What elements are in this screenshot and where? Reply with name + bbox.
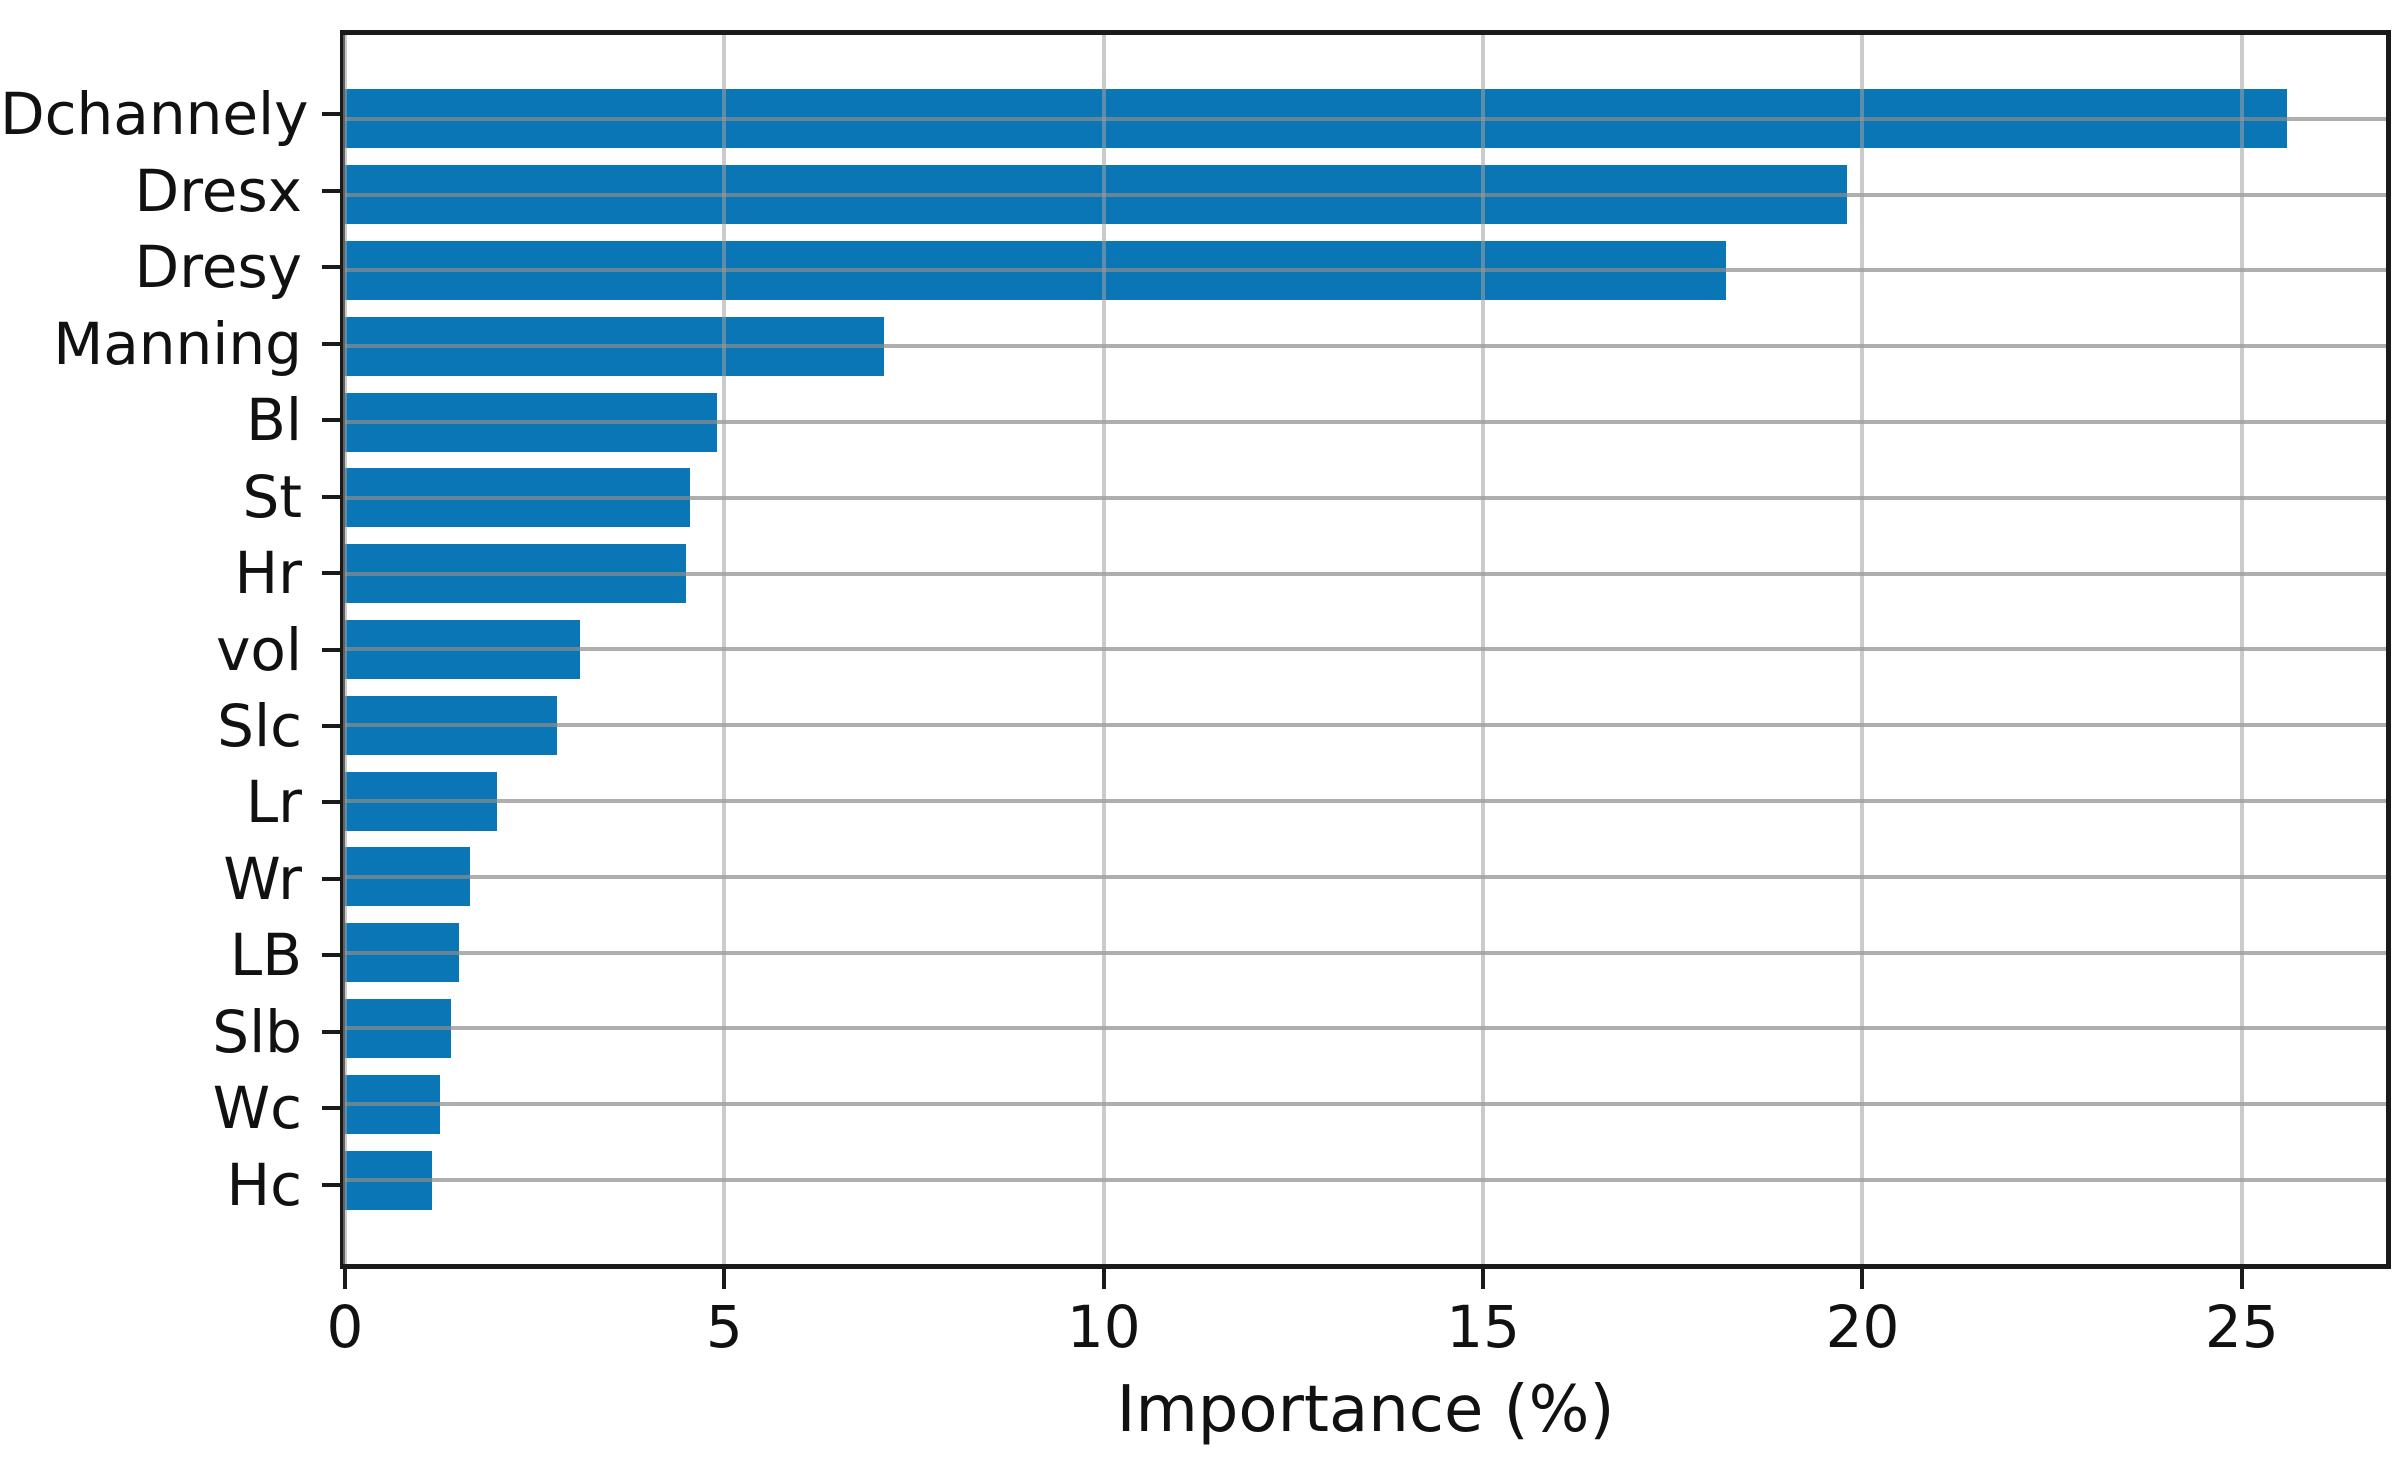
x-tick-mark — [722, 1269, 727, 1289]
y-tick-label-Slb: Slb — [212, 997, 302, 1066]
y-tick-mark — [322, 188, 340, 193]
y-tick-mark — [322, 953, 340, 958]
x-tick-mark — [1481, 1269, 1486, 1289]
horizontal-gridline — [345, 647, 2386, 652]
x-tick-label-5: 5 — [705, 1293, 743, 1361]
horizontal-gridline — [345, 116, 2386, 121]
y-tick-label-Wc: Wc — [212, 1074, 302, 1143]
x-tick-label-20: 20 — [1825, 1293, 1900, 1361]
horizontal-gridline — [345, 495, 2386, 500]
bar-row-Wr — [345, 839, 2386, 915]
vertical-gridline — [1101, 35, 1106, 1264]
y-tick-label-Hc: Hc — [226, 1150, 302, 1219]
y-tick-label-Dchannely: Dchannely — [0, 80, 309, 149]
vertical-gridline — [343, 35, 347, 1264]
bar-row-Dresy — [345, 233, 2386, 309]
bar-row-Hr — [345, 536, 2386, 612]
y-tick-label-vol: vol — [216, 615, 302, 684]
horizontal-gridline — [345, 1102, 2386, 1107]
x-tick-label-25: 25 — [2204, 1293, 2279, 1361]
y-tick-label-Dresy: Dresy — [134, 233, 302, 302]
y-tick-mark — [322, 723, 340, 728]
y-tick-label-LB: LB — [229, 921, 302, 990]
x-tick-mark — [343, 1269, 347, 1289]
y-tick-mark — [322, 112, 340, 117]
bar-row-Slc — [345, 687, 2386, 763]
y-tick-mark — [322, 571, 340, 576]
vertical-gridline — [1481, 35, 1486, 1264]
horizontal-gridline — [345, 723, 2386, 728]
x-axis-label: Importance (%) — [1116, 1373, 1615, 1447]
bar-row-LB — [345, 915, 2386, 991]
vertical-gridline — [1860, 35, 1865, 1264]
y-tick-mark — [322, 876, 340, 881]
horizontal-gridline — [345, 268, 2386, 273]
y-tick-mark — [322, 647, 340, 652]
y-tick-label-Hr: Hr — [234, 539, 302, 608]
y-tick-mark — [322, 418, 340, 423]
horizontal-gridline — [345, 192, 2386, 197]
bar-row-St — [345, 460, 2386, 536]
plot-area — [340, 30, 2391, 1269]
bar-row-Bl — [345, 384, 2386, 460]
y-tick-mark — [322, 341, 340, 346]
y-tick-mark — [322, 1029, 340, 1034]
bar-row-Slb — [345, 991, 2386, 1067]
bar-row-vol — [345, 612, 2386, 688]
y-tick-mark — [322, 1182, 340, 1187]
bar-row-Manning — [345, 308, 2386, 384]
x-tick-label-0: 0 — [326, 1293, 364, 1361]
horizontal-gridline — [345, 420, 2386, 425]
vertical-gridline — [722, 35, 727, 1264]
y-tick-mark — [322, 1106, 340, 1111]
horizontal-gridline — [345, 874, 2386, 879]
horizontal-gridline — [345, 571, 2386, 576]
horizontal-gridline — [345, 1178, 2386, 1183]
x-tick-label-10: 10 — [1066, 1293, 1141, 1361]
y-tick-label-St: St — [242, 462, 302, 531]
y-tick-mark — [322, 265, 340, 270]
bars-container — [345, 35, 2386, 1264]
x-tick-mark — [1101, 1269, 1106, 1289]
y-tick-mark — [322, 800, 340, 805]
bar-row-Hc — [345, 1142, 2386, 1218]
y-tick-label-Wr: Wr — [223, 844, 302, 913]
y-tick-label-Slc: Slc — [217, 691, 302, 760]
horizontal-gridline — [345, 799, 2386, 804]
y-tick-label-Dresx: Dresx — [134, 156, 302, 225]
x-tick-mark — [1860, 1269, 1865, 1289]
vertical-gridline — [2239, 35, 2244, 1264]
x-tick-label-15: 15 — [1446, 1293, 1520, 1361]
x-tick-mark — [2239, 1269, 2244, 1289]
bar-row-Wc — [345, 1066, 2386, 1142]
horizontal-gridline — [345, 344, 2386, 349]
horizontal-gridline — [345, 950, 2386, 955]
y-tick-label-Manning: Manning — [53, 309, 302, 378]
y-tick-label-Bl: Bl — [246, 386, 302, 455]
y-tick-mark — [322, 494, 340, 499]
bar-row-Dchannely — [345, 81, 2386, 157]
y-tick-label-Lr: Lr — [245, 768, 302, 837]
bar-row-Lr — [345, 763, 2386, 839]
bar-row-Dresx — [345, 157, 2386, 233]
horizontal-gridline — [345, 1026, 2386, 1031]
